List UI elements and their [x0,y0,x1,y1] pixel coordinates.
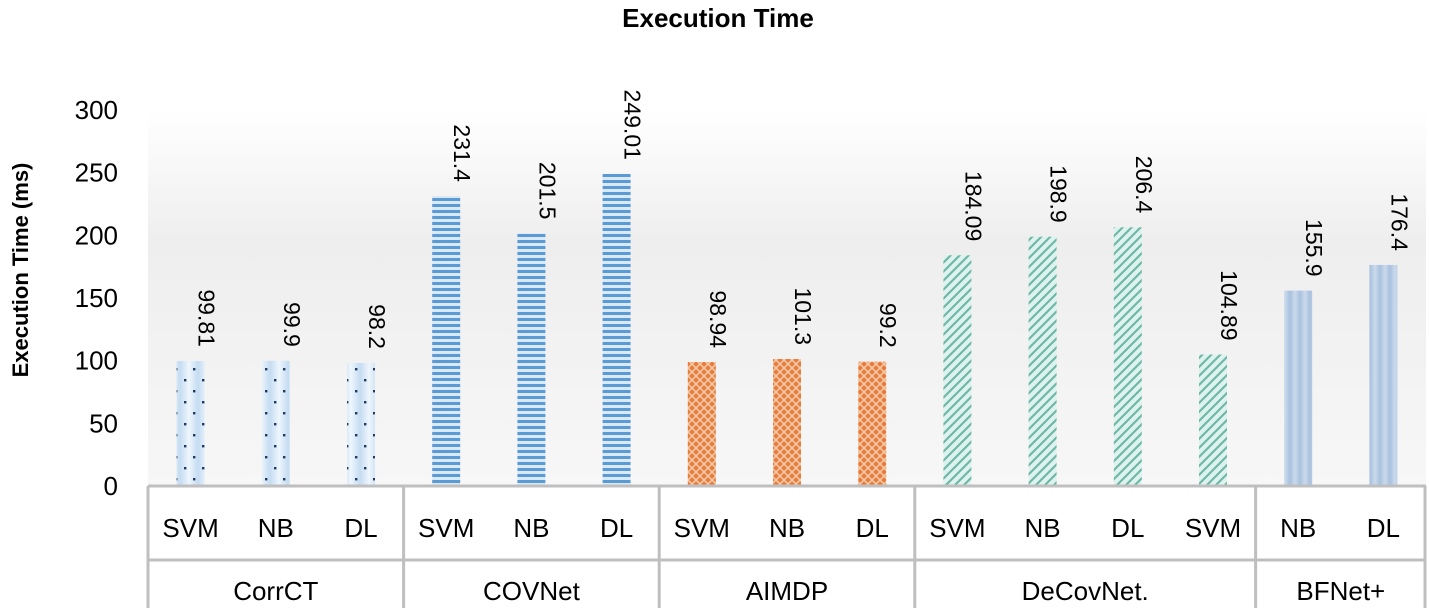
x-group-label: DeCovNet. [1022,576,1149,606]
data-label: 99.81 [194,289,220,347]
x-group-label: BFNet+ [1296,576,1385,606]
y-tick-label: 200 [75,220,118,250]
x-category-label: DL [600,513,633,543]
x-category-label: DL [344,513,377,543]
x-group-label: COVNet [483,576,581,606]
data-label: 206.4 [1131,156,1157,214]
data-label: 201.5 [534,162,560,220]
x-category-label: NB [258,513,294,543]
data-label: 98.2 [364,304,390,349]
x-category-label: NB [513,513,549,543]
x-group-label: AIMDP [746,576,828,606]
bar-covnet-nb [517,233,546,486]
bar-decovnet-dl [1113,227,1142,486]
x-category-label: SVM [1185,513,1241,543]
x-category-label: SVM [162,513,218,543]
data-label: 101.3 [790,287,816,345]
data-label: 155.9 [1301,219,1327,277]
data-label: 198.9 [1046,165,1072,223]
bar-decovnet-nb [1028,236,1057,486]
data-label: 99.9 [279,302,305,347]
data-label: 104.89 [1216,270,1242,340]
x-category-label: SVM [674,513,730,543]
y-tick-label: 300 [75,95,118,125]
data-label: 249.01 [620,90,646,160]
bar-covnet-dl [602,173,631,486]
x-category-label: DL [856,513,889,543]
data-label: 231.4 [449,124,475,182]
x-category-label: DL [1111,513,1144,543]
y-axis-label: Execution Time (ms) [8,163,33,378]
y-tick-label: 100 [75,346,118,376]
x-category-label: NB [1280,513,1316,543]
y-tick-label: 250 [75,158,118,188]
data-label: 176.4 [1386,193,1412,251]
chart-title: Execution Time [622,3,814,33]
bar-aimdp-nb [773,359,801,486]
bar-aimdp-svm [687,361,716,486]
bar-corrct-dl [347,362,375,486]
bars [176,173,1398,486]
data-labels: 99.81 99.9 98.2 231.4 201.5 249.01 98.94 101.3 9… [194,90,1413,349]
data-label: 99.2 [875,303,901,348]
bar-corrct-svm [176,360,205,486]
y-tick-label: 0 [104,471,118,501]
x-category-label: SVM [418,513,474,543]
data-label: 98.94 [705,290,731,348]
y-tick-label: 50 [89,408,118,438]
x-group-label: CorrCT [233,576,318,606]
x-category-label: NB [769,513,805,543]
x-category-label: NB [1025,513,1061,543]
bar-bfnet-dl [1369,264,1398,486]
y-axis-ticks: 0 50 100 150 200 250 300 [75,95,118,501]
x-category-label: SVM [929,513,985,543]
bar-bfnet-nb [1284,290,1313,486]
x-category-label: DL [1367,513,1400,543]
y-tick-label: 150 [75,283,118,313]
bar-corrct-nb [261,360,290,486]
bar-covnet-svm [432,195,461,486]
bar-aimdp-dl [858,361,887,486]
bar-decovnet-svm [1199,354,1227,486]
bar-decovnet-svm [943,255,972,486]
x-axis: SVM NB DL CorrCT SVM NB DL COVNet SVM NB DL AIMDP SV… [146,484,1427,608]
data-label: 184.09 [960,171,986,241]
